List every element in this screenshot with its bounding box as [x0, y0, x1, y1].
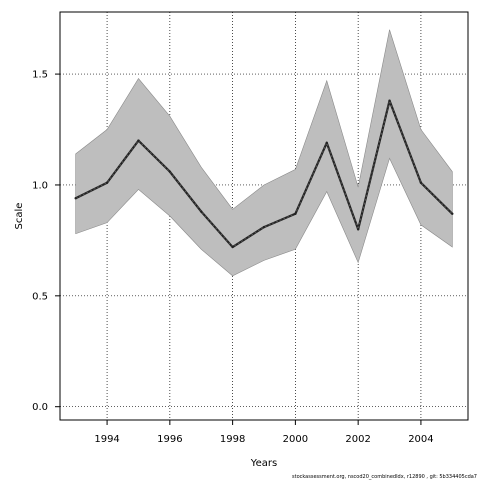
data-point-1996	[168, 170, 172, 173]
y-axis: 0.0 0.5 1.0 1.5	[32, 70, 60, 413]
data-point-1994	[105, 181, 109, 184]
data-point-1998	[231, 245, 234, 249]
x-tick-label-4: 2002	[345, 434, 370, 445]
y-tick-label-1: 0.5	[32, 291, 48, 302]
x-tick-label-3: 2000	[283, 434, 308, 445]
x-axis: 1994 1996 1998 2000 2002 2004	[94, 420, 434, 445]
data-point-1993	[74, 197, 77, 200]
data-point-1999	[262, 225, 266, 229]
y-axis-label: Scale	[14, 203, 25, 230]
data-point-1997	[200, 210, 203, 213]
data-point-2005	[451, 212, 454, 215]
y-tick-label-0: 0.0	[32, 402, 48, 413]
x-tick-label-5: 2004	[408, 434, 433, 445]
confidence-band	[75, 29, 453, 277]
data-point-2001	[325, 141, 328, 145]
x-axis-label: Years	[250, 458, 277, 469]
x-tick-label-0: 1994	[94, 434, 119, 445]
data-point-2000	[294, 212, 297, 215]
y-tick-label-2: 1.0	[32, 180, 48, 191]
data-point-2002	[356, 228, 360, 231]
footnote: stockassessment.org, nscod20_combinedIdx…	[292, 474, 477, 480]
data-point-1995	[137, 139, 140, 142]
data-point-2003	[388, 99, 391, 102]
data-point-2004	[419, 181, 423, 184]
data-points	[74, 99, 454, 249]
x-tick-label-1: 1996	[157, 434, 182, 445]
x-tick-label-2: 1998	[220, 434, 245, 445]
plot-frame	[59, 11, 469, 421]
y-tick-label-3: 1.5	[32, 70, 48, 81]
